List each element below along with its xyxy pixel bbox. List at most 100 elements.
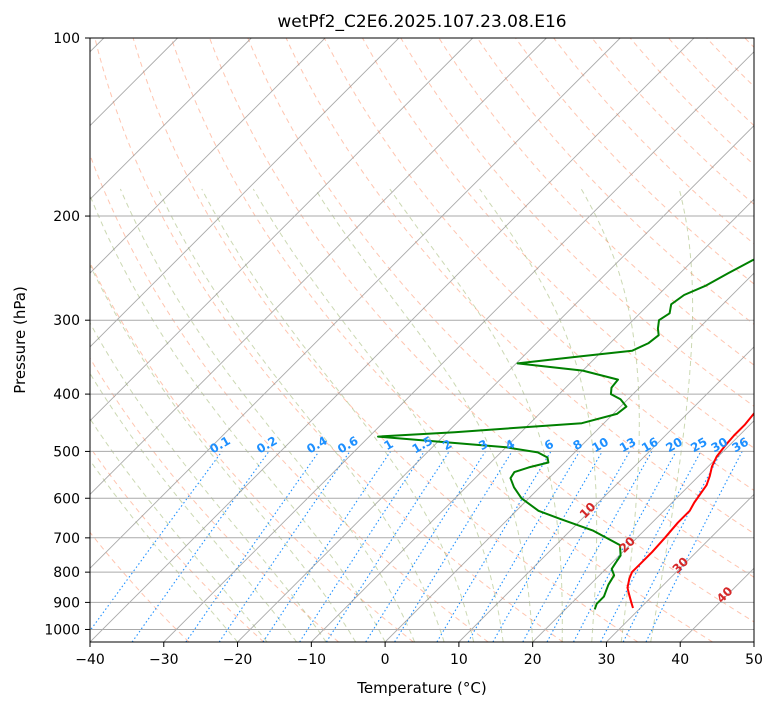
isotherm-label: 30 xyxy=(670,554,692,576)
mixing-ratio-lines xyxy=(90,451,743,642)
dry-adiabat-line xyxy=(362,38,754,449)
isotherm-line xyxy=(310,198,754,642)
y-tick-label: 400 xyxy=(53,387,80,403)
dry-adiabat-line xyxy=(323,38,754,492)
x-tick-label: −10 xyxy=(297,652,327,668)
dry-adiabat-line xyxy=(438,38,754,366)
dry-adiabat-line xyxy=(553,38,754,245)
mixing-ratio-label: 0.4 xyxy=(304,434,329,457)
moist-adiabat-line xyxy=(650,188,694,642)
mixing-ratio-label: 1 xyxy=(381,437,395,453)
isotherm-line xyxy=(458,346,754,642)
dry-adiabat-line xyxy=(132,38,639,642)
y-tick-label: 600 xyxy=(53,491,80,507)
chart-title: wetPf2_C2E6.2025.107.23.08.E16 xyxy=(277,12,566,32)
moist-adiabat-line xyxy=(90,194,386,642)
dry-adiabat-line xyxy=(94,38,564,642)
mixing-ratio-line xyxy=(131,451,270,642)
moist-adiabat-line xyxy=(314,188,534,642)
moist-adiabat-line xyxy=(90,264,357,642)
x-tick-label: 50 xyxy=(745,652,763,668)
x-tick-label: −40 xyxy=(75,652,105,668)
mixing-ratio-label: 30 xyxy=(709,435,730,455)
mixing-ratio-line xyxy=(218,451,351,642)
x-tick-label: 40 xyxy=(671,652,689,668)
mixing-ratio-line xyxy=(325,451,450,642)
dry-adiabat-line xyxy=(90,357,339,642)
y-axis: 100 200 300 400 500 600 700 800 900 1000 xyxy=(44,31,90,638)
isotherm-line xyxy=(163,51,754,642)
x-tick-label: 20 xyxy=(524,652,542,668)
mixing-ratio-label: 0.1 xyxy=(207,434,232,457)
plot-frame xyxy=(89,37,755,643)
mixing-ratio-label: 13 xyxy=(617,435,638,455)
mixing-ratio-label: 2 xyxy=(440,437,454,453)
mixing-ratio-line xyxy=(436,451,552,642)
isotherm-line xyxy=(90,38,695,642)
x-tick-label: 10 xyxy=(450,652,468,668)
moist-adiabat-line xyxy=(580,188,640,642)
isotherm-line xyxy=(384,272,754,642)
dry-adiabats xyxy=(90,38,754,642)
moist-adiabats xyxy=(90,188,694,642)
mixing-ratio-line xyxy=(573,451,677,642)
moist-adiabat-line xyxy=(119,188,416,642)
isotherm-line xyxy=(679,567,754,642)
mixing-ratio-line xyxy=(522,451,631,642)
isotherm-line xyxy=(606,493,754,642)
isotherm-line xyxy=(90,38,621,569)
isotherm-line xyxy=(532,420,754,642)
isotherm-line xyxy=(90,38,547,496)
dry-adiabat-line xyxy=(515,38,754,285)
y-tick-label: 300 xyxy=(53,313,80,329)
dry-adiabat-line xyxy=(90,261,414,642)
x-axis: −40 −30 −20 −10 0 10 20 30 40 50 xyxy=(75,642,763,668)
dry-adiabat-line xyxy=(400,38,754,407)
dry-adiabat-line xyxy=(209,38,754,623)
dry-adiabat-line xyxy=(706,38,754,88)
moist-adiabat-line xyxy=(252,188,504,642)
dry-adiabat-line xyxy=(90,446,265,642)
x-axis-title: Temperature (°C) xyxy=(356,679,486,697)
x-tick-label: 0 xyxy=(381,652,390,668)
isotherm-line xyxy=(90,38,326,274)
mixing-ratio-label: 16 xyxy=(639,435,660,455)
mixing-ratio-label: 0.2 xyxy=(254,434,279,457)
isotherm-line xyxy=(237,124,754,642)
y-tick-label: 900 xyxy=(53,595,80,611)
dry-adiabat-line xyxy=(744,38,754,48)
mixing-ratio-line xyxy=(262,451,392,642)
moist-adiabat-line xyxy=(389,188,563,642)
isotherm-line xyxy=(753,641,754,642)
isotherm-line xyxy=(90,38,252,200)
isotherms xyxy=(90,38,754,642)
temperature-profile-line xyxy=(626,411,754,609)
x-tick-label: −20 xyxy=(223,652,253,668)
moist-adiabat-line xyxy=(90,417,268,642)
y-tick-label: 500 xyxy=(53,444,80,460)
series-lines xyxy=(377,258,754,610)
mixing-ratio-line xyxy=(600,451,702,642)
mixing-ratio-label: 0.6 xyxy=(335,434,360,457)
dry-adiabat-line xyxy=(285,38,754,535)
moist-adiabat-line xyxy=(90,321,327,642)
isotherm-line xyxy=(90,38,400,348)
y-axis-title: Pressure (hPa) xyxy=(11,286,29,394)
dry-adiabat-line xyxy=(90,531,190,642)
y-tick-label: 100 xyxy=(53,31,80,47)
mixing-ratio-line xyxy=(365,451,486,642)
x-tick-label: 30 xyxy=(598,652,616,668)
isobars xyxy=(90,38,754,630)
mixing-ratio-line xyxy=(467,451,581,642)
plot-area: 0.10.20.40.611.5234681013162025303601020… xyxy=(90,38,754,642)
moist-adiabat-line xyxy=(201,188,475,642)
y-tick-label: 200 xyxy=(53,209,80,225)
y-tick-label: 800 xyxy=(53,565,80,581)
mixing-ratio-line xyxy=(546,451,653,642)
moist-adiabat-line xyxy=(90,459,238,642)
y-tick-label: 700 xyxy=(53,531,80,547)
moist-adiabat-line xyxy=(90,372,298,642)
dewpoint-profile-line xyxy=(377,258,754,610)
mixing-ratio-label: 1.5 xyxy=(410,434,435,457)
